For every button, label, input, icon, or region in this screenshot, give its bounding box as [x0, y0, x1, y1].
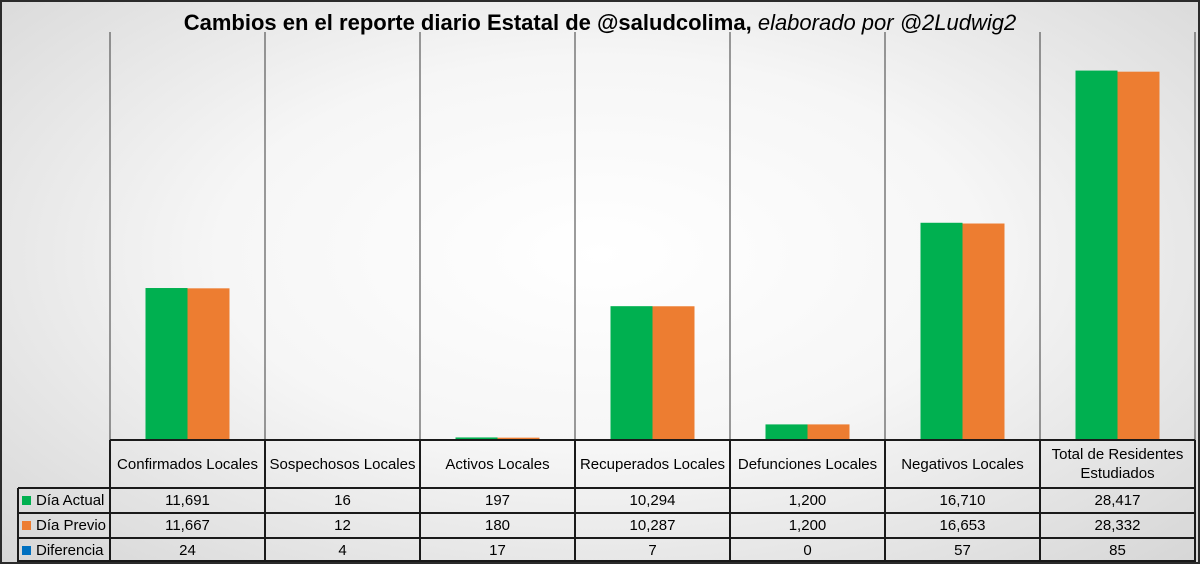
legend-label: Día Previo [36, 517, 107, 534]
category-label-confirmados-locales: Confirmados Locales [117, 455, 258, 473]
value-dia-previo-recuperados-locales: 10,287 [629, 517, 676, 534]
bar-dia-previo-total-de-residentes-estudiados [1117, 71, 1160, 441]
value-dia-previo-sospechosos-locales: 12 [334, 517, 351, 534]
title-main: Cambios en el reporte diario Estatal de … [183, 10, 752, 35]
bar-dia-actual-negativos-locales [920, 222, 963, 440]
legend-swatch [22, 496, 31, 505]
value-diferencia-total-de-residentes-estudiados: 85 [1109, 541, 1126, 559]
bar-dia-actual-total-de-residentes-estudiados [1075, 70, 1118, 440]
bar-dia-previo-activos-locales [497, 437, 540, 440]
value-dia-actual-defunciones-locales: 1,200 [788, 492, 827, 509]
value-dia-actual-activos-locales: 197 [484, 492, 511, 509]
value-dia-actual-sospechosos-locales: 16 [334, 492, 351, 509]
bar-dia-actual-activos-locales [455, 437, 498, 440]
value-diferencia-confirmados-locales: 24 [179, 541, 196, 559]
value-diferencia-defunciones-locales: 0 [803, 541, 812, 559]
value-dia-previo-defunciones-locales: 1,200 [788, 517, 827, 534]
legend-row-dia-previo: Día Previo [18, 513, 110, 538]
title-author: elaborado por @2Ludwig2 [757, 10, 1017, 35]
category-label-total-de-residentes-estudiados: Total de Residentes Estudiados [1051, 446, 1184, 482]
value-dia-previo-confirmados-locales: 11,667 [165, 517, 210, 534]
value-dia-previo-total-de-residentes-estudiados: 28,332 [1094, 517, 1141, 534]
value-dia-actual-confirmados-locales: 11,691 [165, 492, 210, 509]
value-dia-actual-total-de-residentes-estudiados: 28,417 [1094, 492, 1141, 509]
bar-dia-previo-recuperados-locales [652, 306, 695, 440]
value-diferencia-activos-locales: 17 [489, 541, 506, 559]
value-dia-previo-negativos-locales: 16,653 [939, 517, 986, 534]
legend-label: Diferencia [36, 541, 104, 559]
category-label-defunciones-locales: Defunciones Locales [737, 455, 878, 473]
bar-dia-previo-negativos-locales [962, 223, 1005, 440]
value-dia-actual-recuperados-locales: 10,294 [629, 492, 676, 509]
bar-dia-previo-defunciones-locales [807, 424, 850, 440]
category-label-negativos-locales: Negativos Locales [901, 455, 1024, 473]
category-label-activos-locales: Activos Locales [445, 455, 550, 473]
legend-row-diferencia: Diferencia [18, 538, 110, 562]
category-label-recuperados-locales: Recuperados Locales [579, 455, 726, 473]
legend-row-dia-actual: Día Actual [18, 488, 110, 513]
legend-swatch [22, 521, 31, 530]
bar-dia-actual-defunciones-locales [765, 424, 808, 440]
category-label-sospechosos-locales: Sospechosos Locales [269, 455, 416, 473]
value-diferencia-recuperados-locales: 7 [648, 541, 657, 559]
value-dia-previo-activos-locales: 180 [484, 517, 511, 534]
bar-dia-actual-confirmados-locales [145, 288, 188, 440]
chart-title: Cambios en el reporte diario Estatal de … [2, 10, 1198, 36]
legend-label: Día Actual [36, 492, 105, 509]
value-diferencia-negativos-locales: 57 [954, 541, 971, 559]
value-dia-actual-negativos-locales: 16,710 [939, 492, 986, 509]
bar-dia-actual-recuperados-locales [610, 306, 653, 440]
value-diferencia-sospechosos-locales: 4 [338, 541, 347, 559]
legend-swatch [22, 545, 31, 555]
bar-dia-previo-confirmados-locales [187, 288, 230, 440]
